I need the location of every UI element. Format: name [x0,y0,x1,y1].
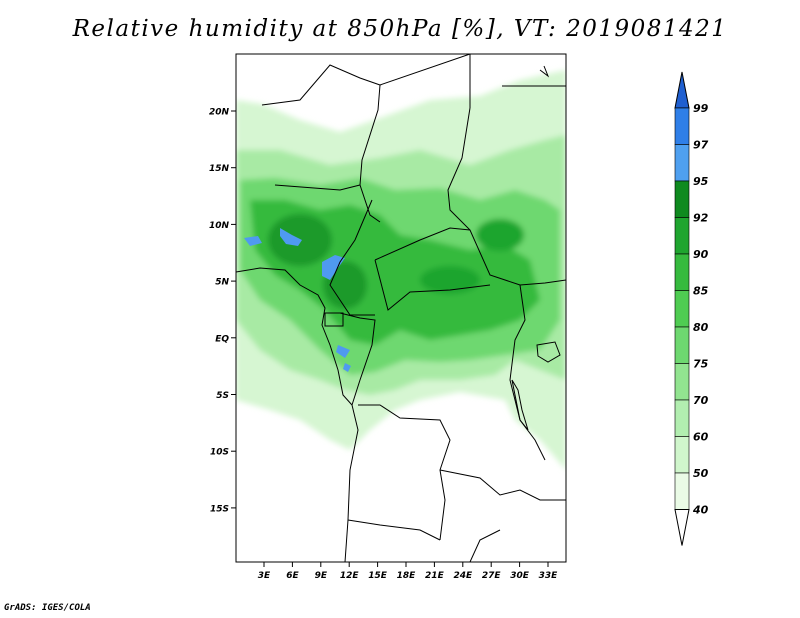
colorbar-level-label: 92 [693,212,709,225]
map-frame [235,53,567,563]
colorbar-segment [674,290,690,328]
colorbar-level-label: 95 [693,175,709,188]
lon-tick-label: 12E [340,571,360,581]
border-drc-east [509,284,546,461]
lat-tick-label: 5S [216,391,229,401]
colorbar-level-label: 70 [693,394,709,407]
colorbar-segment [674,144,690,182]
border-cameroon [329,199,375,316]
colorbar-segment [674,180,690,218]
lon-tick-label: 21E [425,571,445,581]
rh-saturated-1 [244,236,262,246]
lon-tick-label: 33E [539,571,559,581]
colorbar-level-label: 97 [693,139,709,152]
colorbar-segment [674,436,690,474]
rh-saturated-5 [343,363,351,372]
colorbar-segment [674,472,690,510]
colorbar-segment [674,217,690,255]
coastline-southwest [344,404,359,562]
lon-tick-label: 9E [315,571,328,581]
colorbar-bottom-arrow [674,509,690,546]
border-congo [339,312,376,406]
rh-saturated-3 [322,255,345,280]
colorbar-level-label: 60 [693,431,709,444]
lat-tick-label: 15N [209,164,230,174]
border-central-lake [274,184,381,223]
colorbar-level-label: 75 [693,358,709,371]
longitude-axis: 3E 6E 9E 12E 15E 18E 21E 24E 27E 30E 33E [258,562,558,581]
lat-tick-label: 20N [209,108,230,118]
lon-tick-label: 6E [286,571,299,581]
colorbar-top-arrow [674,71,690,109]
lat-tick-label: EQ [215,334,229,344]
colorbar-level-label: 80 [693,321,709,334]
colorbar-segment [674,326,690,364]
rh-saturated-2 [280,228,302,246]
lake-tanganyika [511,379,529,431]
latitude-axis: 20N 15N 10N 5N EQ 5S 10S 15S [209,108,236,514]
colorbar: 99 97 95 92 90 85 80 75 70 60 50 40 [674,71,709,546]
colorbar-level-label: 99 [693,102,709,115]
rh-saturated-4 [336,345,350,358]
border-angola [358,404,451,541]
lon-tick-label: 15E [368,571,388,581]
border-north-1 [261,64,381,186]
colorbar-level-label: 40 [692,504,709,517]
lon-tick-label: 18E [397,571,417,581]
border-car [374,227,491,311]
chart-title: Relative humidity at 850hPa [%], VT: 201… [72,16,728,42]
map-boundaries [236,54,566,562]
lon-tick-label: 27E [482,571,502,581]
border-north-2 [379,54,471,108]
colorbar-segment [674,399,690,437]
rh-core-east [420,266,480,294]
lon-tick-label: 24E [453,571,473,581]
lat-tick-label: 10N [209,221,230,231]
lon-tick-label: 3E [258,571,271,581]
lat-tick-label: 15S [210,504,229,514]
rh-core-north [476,219,524,251]
colorbar-level-label: 90 [693,248,709,261]
humidity-shading [236,70,566,470]
coastline-west-africa [236,267,353,406]
lon-tick-label: 30E [510,571,530,581]
colorbar-segment [674,363,690,401]
border-south [347,519,501,562]
equatorial-guinea [324,312,344,327]
lat-tick-label: 10S [210,448,229,458]
border-zambia [439,469,566,501]
coastline-northeast [502,65,566,87]
grads-credit: GrADS: IGES/COLA [4,603,91,613]
lake-victoria [536,341,561,363]
colorbar-segment [674,253,690,291]
colorbar-level-label: 85 [693,285,709,298]
colorbar-level-label: 50 [693,467,709,480]
lat-tick-label: 5N [215,278,229,288]
colorbar-segment [674,107,690,145]
